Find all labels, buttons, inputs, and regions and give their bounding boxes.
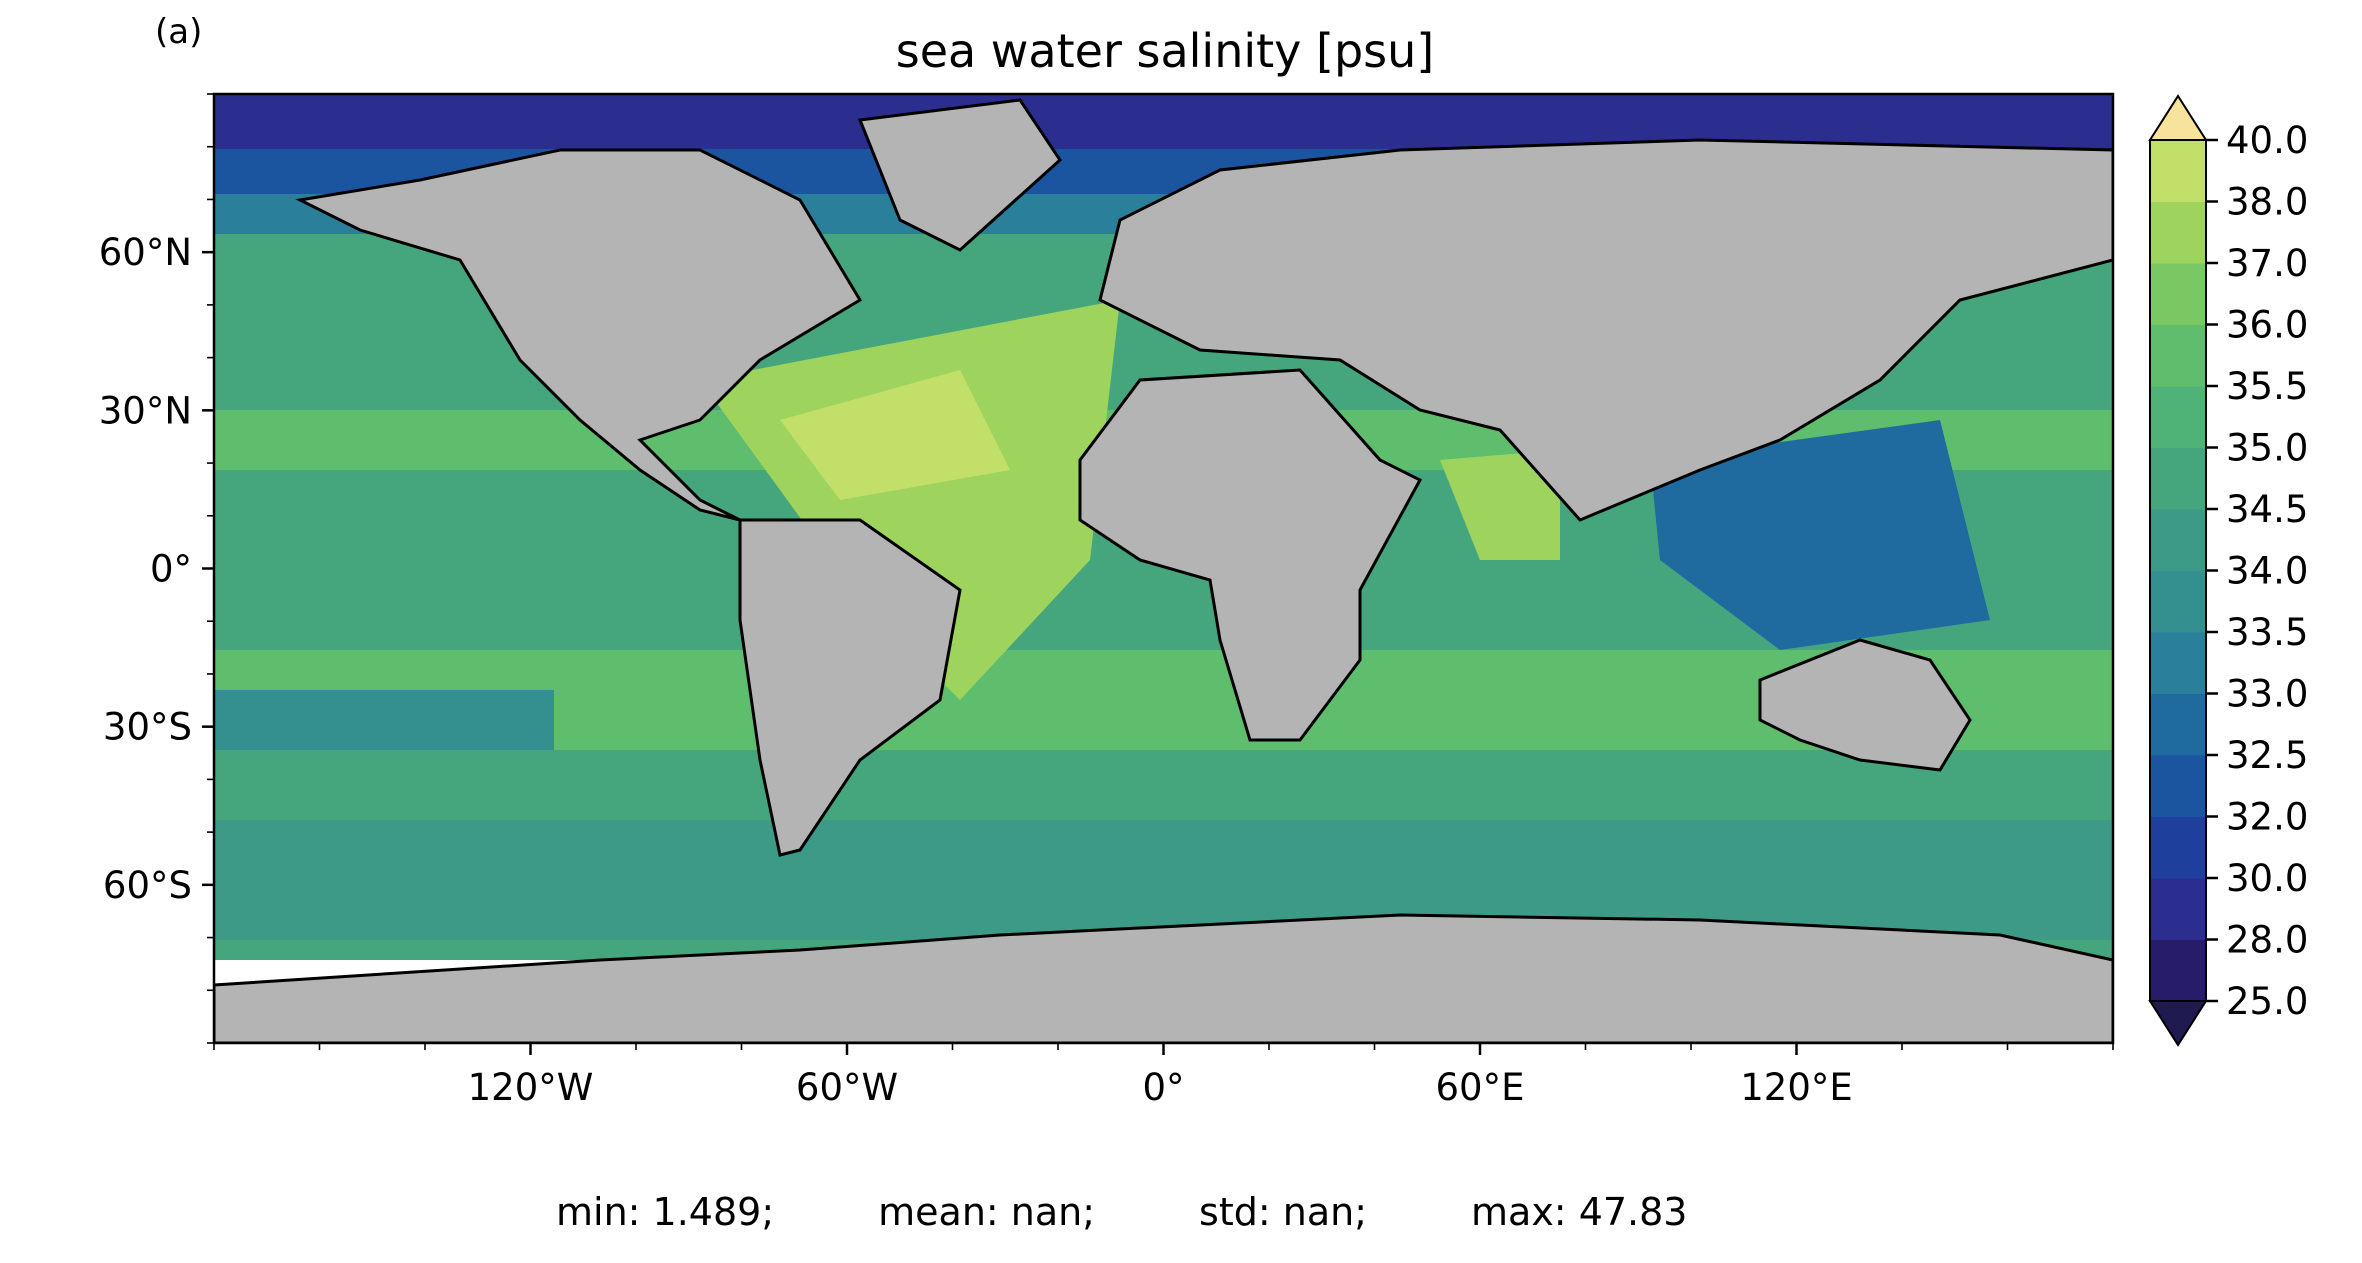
colorbar-segment-1 xyxy=(2150,878,2206,940)
colorbar-segment-12 xyxy=(2150,201,2206,264)
europe-asia xyxy=(1098,138,2113,522)
lon-tick-label: 0° xyxy=(1142,1066,1184,1109)
antarctica xyxy=(214,913,2113,1043)
stats-line: min: 1.489; mean: nan; std: nan; max: 47.83 xyxy=(556,1190,1687,1234)
arctic-fresh-band xyxy=(214,94,2113,149)
colorbar-tick-label: 35.0 xyxy=(2226,427,2308,470)
arabian-sea-high xyxy=(1440,450,1560,560)
colorbar-segment-3 xyxy=(2150,755,2206,817)
stat-min: min: 1.489; xyxy=(556,1190,775,1234)
colorbar-tick-label: 32.5 xyxy=(2226,734,2308,777)
colorbar-segment-10 xyxy=(2150,324,2206,387)
colorbar-tick-label: 33.5 xyxy=(2226,611,2308,654)
colorbar-segment-7 xyxy=(2150,509,2206,571)
colorbar-tick-label: 40.0 xyxy=(2226,119,2308,162)
colorbar-segment-6 xyxy=(2150,570,2206,633)
colorbar-extend-max xyxy=(2148,94,2208,141)
lat-tick-label: 30°S xyxy=(103,706,192,749)
colorbar-tick-label: 34.0 xyxy=(2226,550,2308,593)
colorbar-tick-label: 34.5 xyxy=(2226,488,2308,531)
lat-tick-label: 0° xyxy=(150,548,192,591)
colorbar-tick-label: 32.0 xyxy=(2226,796,2308,839)
panel-label: (a) xyxy=(155,12,203,52)
lat-tick-label: 60°N xyxy=(99,231,192,274)
plot-title: sea water salinity [psu] xyxy=(895,24,1435,78)
colorbar-tick-label: 37.0 xyxy=(2226,242,2308,285)
south-america xyxy=(738,518,962,857)
atlantic-max-salinity xyxy=(780,370,1010,500)
latitude-axis: 60°N 30°N 0° 30°S 60°S xyxy=(99,93,214,1044)
maritime-continent-low xyxy=(1650,420,1990,650)
lat-tick-label: 60°S xyxy=(103,864,192,907)
colorbar-tick-label: 35.5 xyxy=(2226,365,2308,408)
southern-ocean-band xyxy=(214,820,2113,940)
colorbar-segment-2 xyxy=(2150,816,2206,879)
africa xyxy=(1078,368,1423,742)
colorbar-tick-label: 33.0 xyxy=(2226,673,2308,716)
colorbar-segment-4 xyxy=(2150,693,2206,756)
colorbar-tick-label: 28.0 xyxy=(2226,919,2308,962)
colorbar: 25.0 28.0 30.0 32.0 32.5 33.0 33.5 34.0 34.5 35.0… xyxy=(2148,94,2308,1047)
atlantic-high-salinity xyxy=(700,300,1120,700)
colorbar-segment-11 xyxy=(2150,263,2206,325)
south-pacific-low-band xyxy=(214,690,554,750)
colorbar-segment-8 xyxy=(2150,447,2206,510)
stat-mean: mean: nan; xyxy=(878,1190,1096,1234)
colorbar-segment-13 xyxy=(2150,140,2206,202)
lat-tick-label: 30°N xyxy=(99,389,192,432)
lon-tick-label: 60°E xyxy=(1436,1066,1525,1109)
map-area xyxy=(214,94,2113,1043)
lon-tick-label: 120°E xyxy=(1740,1066,1853,1109)
lon-tick-label: 60°W xyxy=(796,1066,898,1109)
colorbar-tick-label: 25.0 xyxy=(2226,980,2308,1023)
greenland xyxy=(857,98,1062,252)
lon-tick-label: 120°W xyxy=(468,1066,594,1109)
colorbar-segment-5 xyxy=(2150,632,2206,694)
longitude-axis: 120°W 60°W 0° 60°E 120°E xyxy=(213,1043,2114,1109)
colorbar-segment-9 xyxy=(2150,386,2206,448)
colorbar-segment-0 xyxy=(2150,939,2206,1002)
land-masses xyxy=(214,98,2113,1043)
stat-std: std: nan; xyxy=(1199,1190,1368,1234)
colorbar-tick-label: 30.0 xyxy=(2226,857,2308,900)
colorbar-extend-min xyxy=(2148,1000,2208,1047)
colorbar-tick-label: 38.0 xyxy=(2226,181,2308,224)
stat-max: max: 47.83 xyxy=(1471,1190,1688,1234)
australia xyxy=(1758,638,1972,772)
colorbar-tick-label: 36.0 xyxy=(2226,304,2308,347)
north-america xyxy=(295,148,863,522)
